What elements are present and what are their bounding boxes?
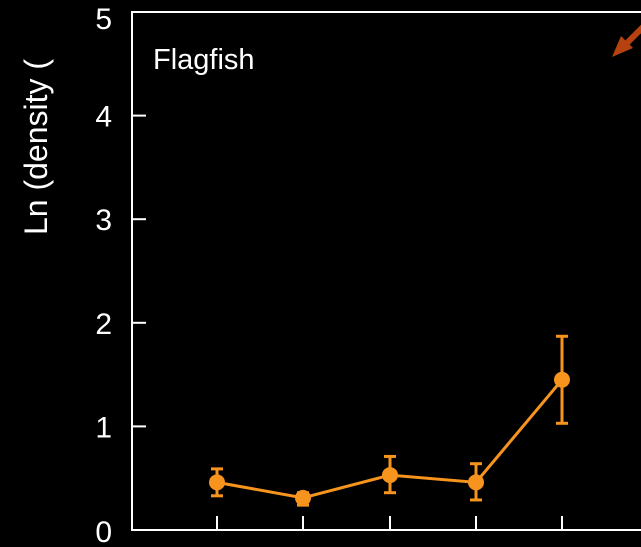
series-flagfish [209,334,570,507]
y-tick-label: 0 [95,516,112,547]
axis-lines [131,11,641,531]
y-tick-label: 2 [95,308,112,341]
data-point [468,474,484,491]
data-point [295,489,311,506]
y-ticks: 0 1 2 3 4 5 [95,3,146,547]
annotation-arrow-icon [612,24,641,57]
y-axis-label: Ln (density ( [18,59,54,235]
panel-label-flagfish: Flagfish [153,44,255,76]
data-point [554,371,570,388]
y-tick-label: 3 [95,204,112,237]
data-point [209,474,225,491]
y-tick-label: 4 [95,101,112,134]
y-tick-label: 5 [95,3,112,36]
plot-frame [131,11,641,531]
y-tick-label: 1 [95,411,112,444]
x-ticks [216,516,563,530]
data-point [382,467,398,484]
